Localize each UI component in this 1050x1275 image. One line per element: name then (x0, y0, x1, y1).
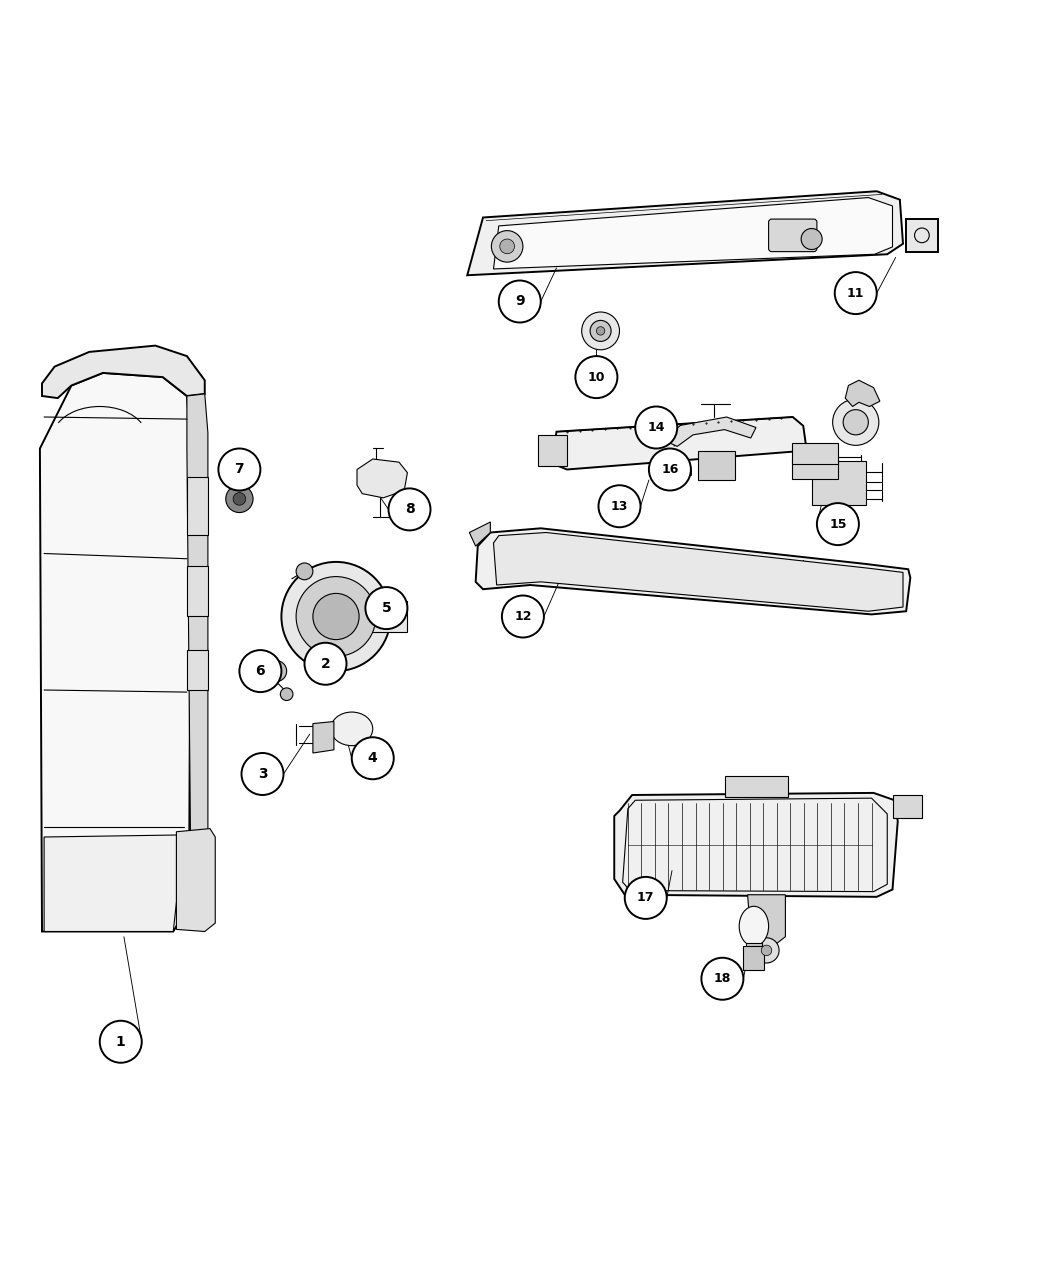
Circle shape (575, 356, 617, 398)
Text: 9: 9 (514, 295, 525, 309)
Text: 2: 2 (320, 657, 331, 671)
Polygon shape (845, 380, 880, 407)
Circle shape (502, 595, 544, 638)
Circle shape (296, 576, 376, 657)
FancyBboxPatch shape (906, 218, 938, 252)
Circle shape (596, 326, 605, 335)
Polygon shape (746, 944, 762, 946)
Text: 11: 11 (847, 287, 864, 300)
FancyBboxPatch shape (769, 219, 817, 251)
Circle shape (266, 660, 287, 682)
Circle shape (242, 754, 284, 796)
Circle shape (313, 593, 359, 640)
FancyBboxPatch shape (187, 650, 208, 690)
Polygon shape (44, 835, 184, 932)
Circle shape (635, 407, 677, 449)
Circle shape (649, 449, 691, 491)
Text: 6: 6 (255, 664, 266, 678)
Polygon shape (748, 895, 785, 947)
Polygon shape (476, 528, 910, 615)
Circle shape (701, 958, 743, 1000)
Circle shape (218, 449, 260, 491)
FancyBboxPatch shape (187, 477, 208, 534)
Circle shape (365, 586, 407, 629)
FancyBboxPatch shape (792, 444, 838, 464)
Circle shape (100, 1021, 142, 1063)
Circle shape (582, 312, 620, 349)
Text: 16: 16 (662, 463, 678, 476)
Polygon shape (469, 521, 490, 546)
FancyBboxPatch shape (812, 462, 866, 505)
Circle shape (352, 737, 394, 779)
Ellipse shape (739, 907, 769, 946)
Polygon shape (494, 533, 903, 611)
Polygon shape (467, 191, 903, 275)
FancyBboxPatch shape (724, 776, 788, 797)
Text: 18: 18 (714, 973, 731, 986)
FancyBboxPatch shape (698, 450, 735, 479)
Circle shape (833, 399, 879, 445)
Circle shape (835, 272, 877, 314)
Circle shape (226, 486, 253, 513)
Polygon shape (187, 394, 208, 915)
Circle shape (843, 409, 868, 435)
Text: 4: 4 (368, 751, 378, 765)
Circle shape (761, 945, 772, 956)
Circle shape (388, 488, 430, 530)
Text: 7: 7 (234, 463, 245, 477)
Polygon shape (551, 417, 806, 469)
Text: 13: 13 (611, 500, 628, 513)
Text: 15: 15 (830, 518, 846, 530)
Text: 5: 5 (381, 601, 392, 615)
Polygon shape (176, 829, 215, 932)
Polygon shape (40, 372, 191, 932)
Circle shape (817, 504, 859, 546)
Text: 8: 8 (404, 502, 415, 516)
Polygon shape (42, 346, 205, 398)
Text: 10: 10 (588, 371, 605, 384)
Text: 12: 12 (514, 609, 531, 623)
Text: 17: 17 (637, 891, 654, 904)
FancyBboxPatch shape (538, 435, 567, 467)
Polygon shape (357, 459, 407, 497)
Circle shape (281, 562, 391, 671)
Circle shape (280, 688, 293, 700)
Polygon shape (614, 793, 898, 896)
Circle shape (500, 238, 514, 254)
Circle shape (598, 486, 640, 528)
Circle shape (625, 877, 667, 919)
Circle shape (590, 320, 611, 342)
FancyBboxPatch shape (187, 566, 208, 617)
Polygon shape (494, 198, 892, 269)
Circle shape (233, 492, 246, 505)
FancyBboxPatch shape (365, 601, 407, 632)
FancyBboxPatch shape (792, 458, 838, 479)
Circle shape (239, 650, 281, 692)
Ellipse shape (331, 711, 373, 746)
Text: 1: 1 (116, 1035, 126, 1049)
Circle shape (754, 938, 779, 963)
Circle shape (296, 564, 313, 580)
Polygon shape (664, 417, 756, 446)
Polygon shape (743, 946, 764, 970)
Polygon shape (313, 722, 334, 754)
Circle shape (499, 280, 541, 323)
Text: 3: 3 (257, 768, 268, 782)
FancyBboxPatch shape (892, 796, 922, 819)
Circle shape (801, 228, 822, 250)
Text: 14: 14 (648, 421, 665, 434)
Circle shape (304, 643, 347, 685)
Circle shape (491, 231, 523, 263)
